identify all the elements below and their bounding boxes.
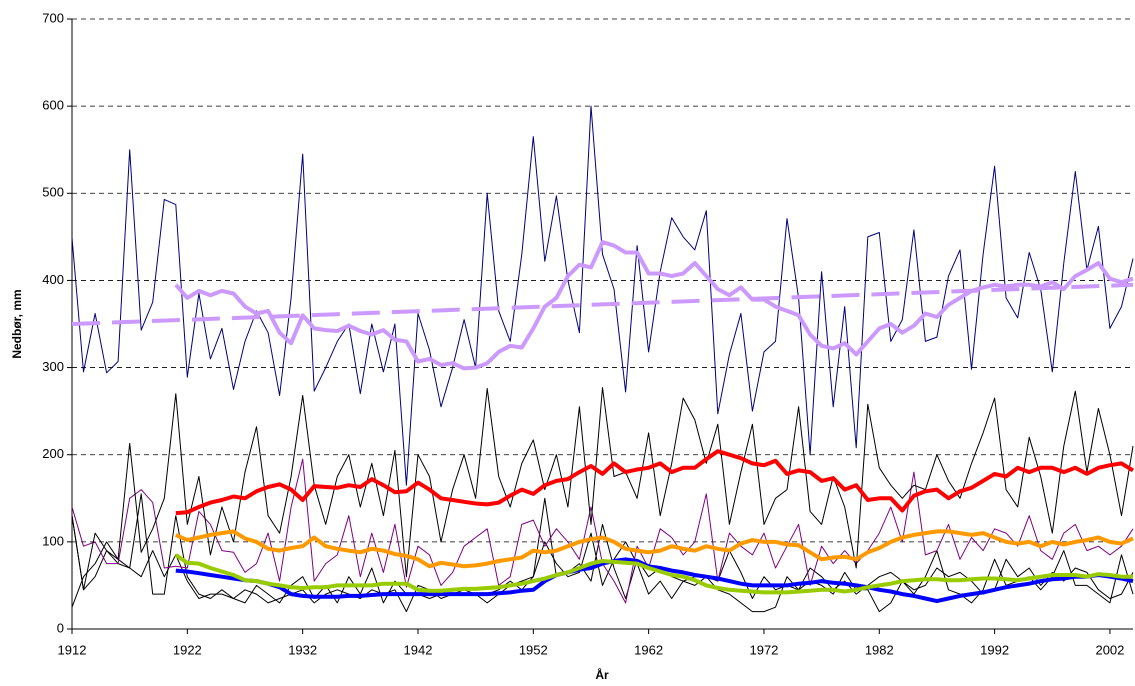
x-tick-label: 1942 (404, 642, 433, 657)
series-line (71, 515, 1134, 604)
x-tick-label: 1922 (173, 642, 202, 657)
y-tick-label: 200 (42, 446, 64, 461)
y-tick-label: 700 (42, 10, 64, 25)
x-tick-label: 1932 (288, 642, 317, 657)
x-tick-label: 1972 (749, 642, 778, 657)
y-tick-label: 300 (42, 359, 64, 374)
x-tick-label: 1912 (58, 642, 87, 657)
y-tick-label: 500 (42, 185, 64, 200)
series-line (174, 240, 1134, 371)
x-tick-label: 2002 (1095, 642, 1124, 657)
x-tick-label: 1952 (519, 642, 548, 657)
y-tick-label: 600 (42, 98, 64, 113)
series-line (71, 282, 1134, 326)
series-line (175, 557, 1134, 604)
y-axis-title: Nedbør, mm (10, 289, 24, 358)
y-tick-label: 100 (42, 533, 64, 548)
series-line (71, 493, 1134, 613)
x-tick-label: 1982 (865, 642, 894, 657)
series-line (71, 105, 1134, 486)
y-tick-label: 400 (42, 272, 64, 287)
series-line (174, 529, 1134, 569)
x-tick-label: 1962 (634, 642, 663, 657)
series-line (174, 553, 1133, 595)
x-axis-title: År (595, 667, 609, 682)
x-tick-label: 1992 (980, 642, 1009, 657)
series-line (175, 449, 1135, 516)
y-tick-label: 0 (57, 620, 64, 635)
